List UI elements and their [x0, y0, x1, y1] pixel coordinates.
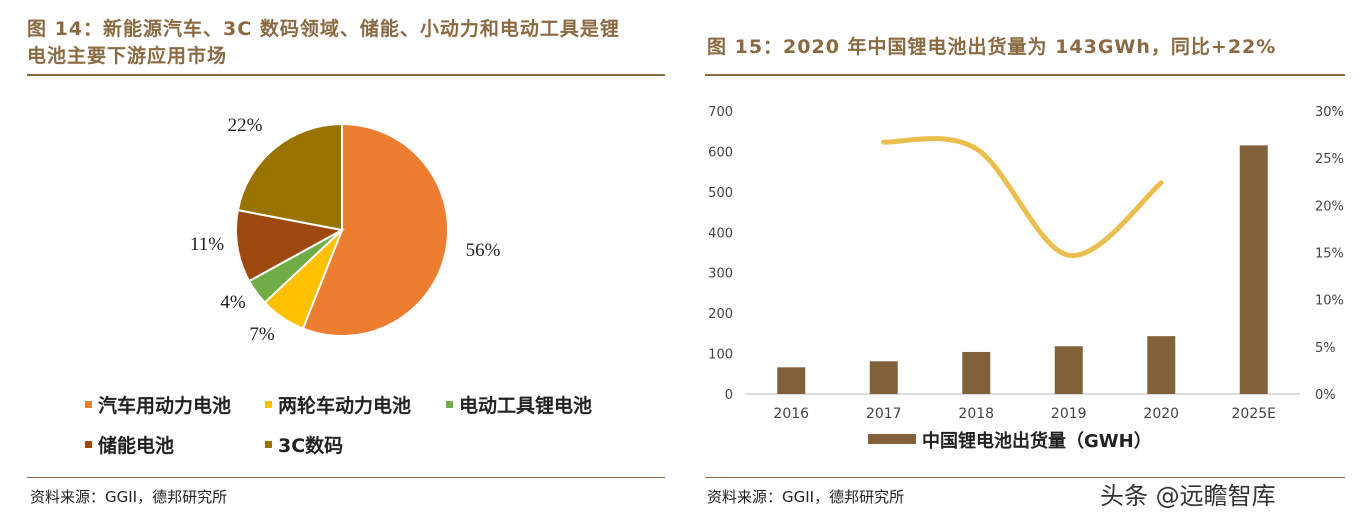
x-tick-label: 2025E [1232, 406, 1276, 422]
y2-tick-label: 5% [1315, 341, 1336, 356]
legend-swatch [265, 401, 272, 408]
bar [1054, 346, 1083, 394]
legend-label: 两轮车动力电池 [278, 394, 411, 417]
pie-slice [236, 122, 343, 232]
y-tick-label: 100 [708, 348, 733, 363]
legend-swatch [868, 434, 916, 444]
y2-tick-label: 20% [1315, 199, 1344, 214]
bar [1239, 145, 1268, 394]
legend-swatch [85, 441, 92, 448]
x-tick-label: 2016 [773, 406, 809, 422]
y2-tick-label: 25% [1315, 152, 1344, 167]
legend-swatch [85, 401, 92, 408]
x-tick-label: 2018 [958, 406, 994, 422]
legend-label: 3C数码 [278, 434, 343, 457]
growth-line [881, 136, 1164, 258]
y-tick-label: 700 [708, 105, 733, 120]
pie-slice [235, 208, 345, 283]
legend-label: 中国锂电池出货量（GWH） [922, 430, 1152, 452]
pie-data-label: 7% [249, 324, 275, 345]
right-bottom-rule [705, 477, 1345, 478]
right-source: 资料来源：GGII，德邦研究所 [707, 488, 905, 506]
x-tick-label: 2019 [1051, 406, 1087, 422]
pie-data-label: 4% [220, 292, 246, 313]
x-tick-label: 2020 [1143, 406, 1179, 422]
legend-label: 汽车用动力电池 [98, 394, 231, 417]
left-title-rule [27, 74, 665, 76]
pie-data-label: 22% [228, 115, 263, 136]
left-source: 资料来源：GGII，德邦研究所 [30, 488, 228, 506]
bar [869, 361, 898, 394]
bar [962, 351, 991, 394]
legend-label: 电动工具锂电池 [459, 394, 592, 417]
pie-data-label: 56% [466, 240, 501, 261]
y-tick-label: 0 [725, 388, 733, 403]
left-bottom-rule [27, 477, 665, 478]
y2-tick-label: 30% [1315, 105, 1344, 120]
bar [777, 367, 806, 394]
title-line-1: 图 14：新能源汽车、3C 数码领域、储能、小动力和电动工具是锂 [27, 18, 620, 40]
watermark: 头条 @远瞻智库 [1100, 482, 1276, 510]
pie-slice [301, 122, 449, 337]
y-tick-label: 600 [708, 145, 733, 160]
y-tick-label: 500 [708, 186, 733, 201]
y2-tick-label: 10% [1315, 294, 1344, 309]
legend-label: 储能电池 [98, 434, 174, 457]
legend-swatch [446, 401, 453, 408]
legend-swatch [265, 441, 272, 448]
left-figure-title: 图 14：新能源汽车、3C 数码领域、储能、小动力和电动工具是锂 电池主要下游应… [27, 16, 620, 70]
x-tick-label: 2017 [866, 406, 902, 422]
bar [1147, 336, 1176, 394]
y2-tick-label: 15% [1315, 247, 1344, 262]
right-title-rule [705, 74, 1345, 76]
y2-tick-label: 0% [1315, 388, 1336, 403]
y-tick-label: 300 [708, 267, 733, 282]
pie-data-label: 11% [190, 234, 224, 255]
title-line-2: 电池主要下游应用市场 [27, 45, 228, 67]
y-tick-label: 200 [708, 307, 733, 322]
right-figure-title: 图 15：2020 年中国锂电池出货量为 143GWh，同比+22% [707, 36, 1277, 58]
y-tick-label: 400 [708, 226, 733, 241]
